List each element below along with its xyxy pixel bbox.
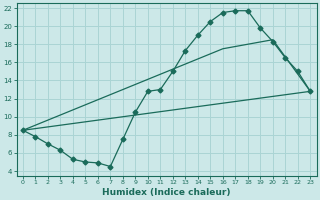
X-axis label: Humidex (Indice chaleur): Humidex (Indice chaleur) [102,188,231,197]
